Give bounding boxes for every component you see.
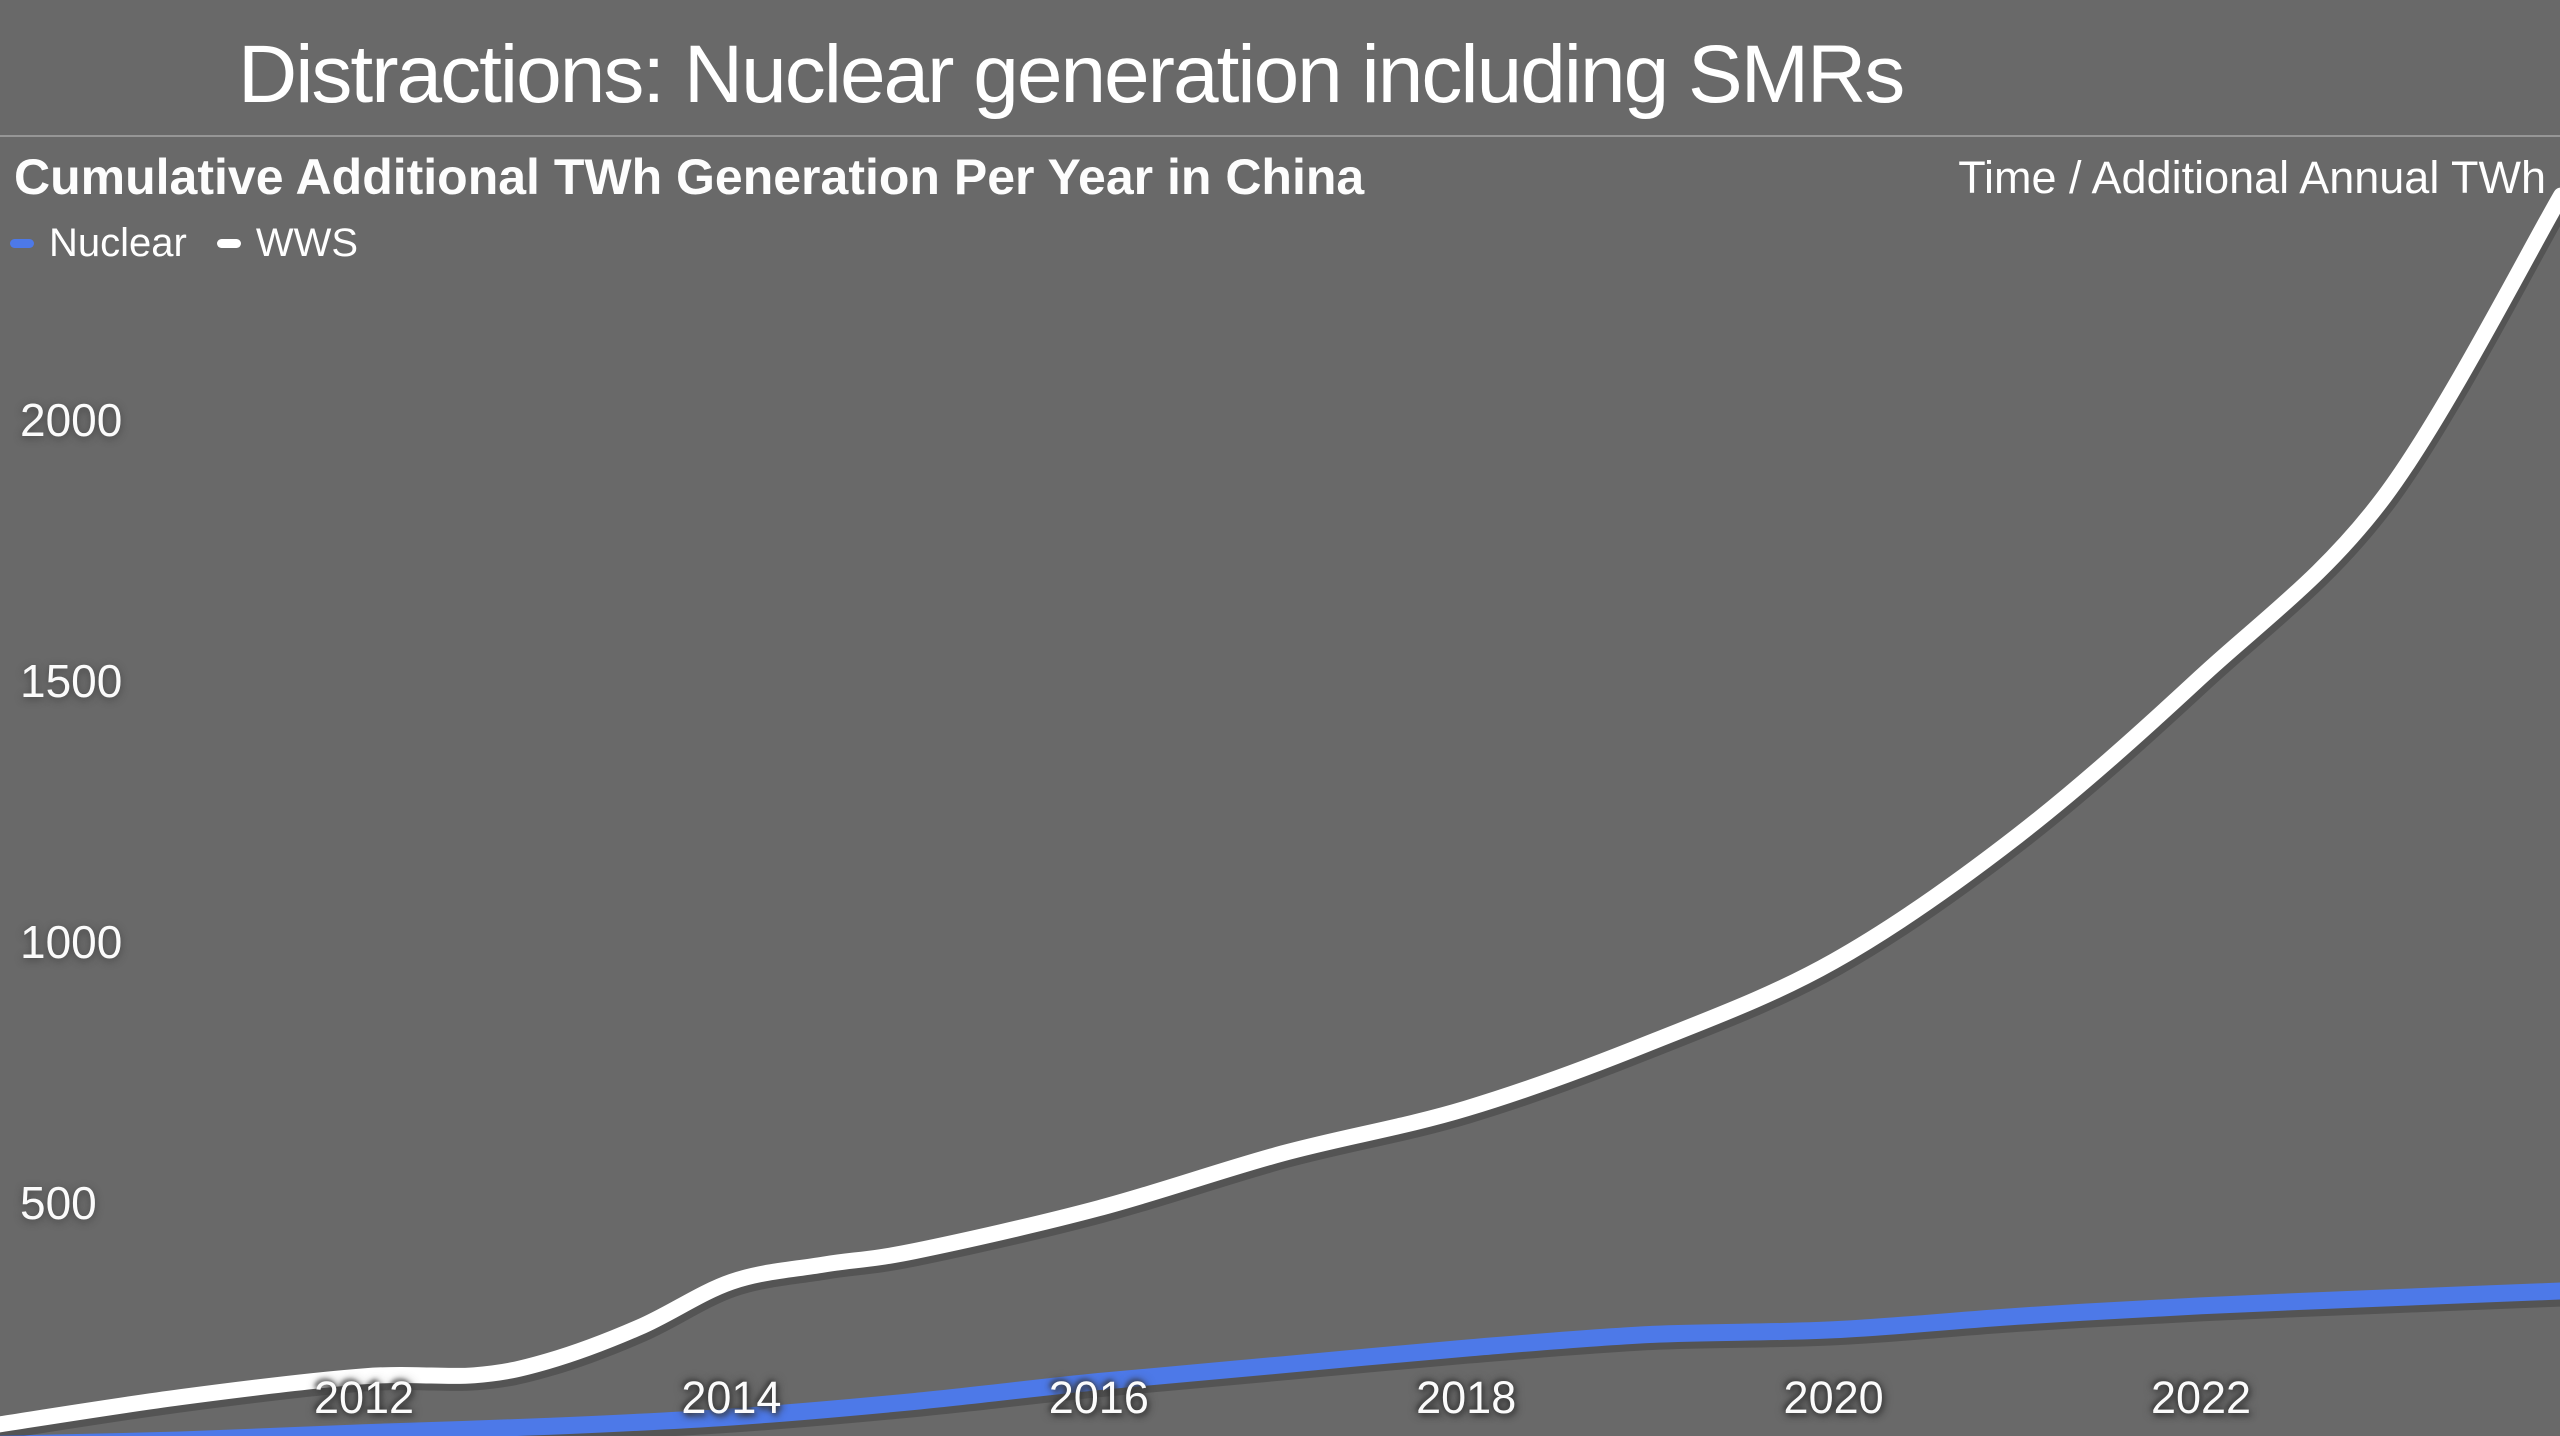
title-divider [0, 135, 2560, 137]
x-tick-label: 2012 [313, 1372, 415, 1423]
series-line-shadow-wws [0, 191, 2560, 1436]
chart-title: Cumulative Additional TWh Generation Per… [14, 149, 1365, 205]
series-line-nuclear [0, 1282, 2560, 1436]
page-title: Distractions: Nuclear generation includi… [238, 29, 1905, 120]
x-tick-label: 2022 [2150, 1372, 2252, 1423]
legend-item-wws: WWS [216, 221, 359, 266]
x-tick-label: 2014 [681, 1372, 782, 1423]
y-tick-label: 1500 [20, 655, 123, 707]
legend: Nuclear WWS [10, 221, 388, 266]
axis-note-label: Time / Additional Annual TWh [1958, 152, 2546, 203]
legend-dash-icon [10, 239, 34, 248]
x-tick-label: 2018 [1416, 1372, 1517, 1423]
y-tick-label: 500 [20, 1177, 97, 1229]
legend-label: WWS [255, 221, 359, 265]
series-line-wws [0, 187, 2560, 1433]
legend-dash-icon [216, 239, 241, 248]
y-tick-label: 2000 [20, 394, 123, 446]
legend-item-nuclear: Nuclear [10, 221, 187, 266]
legend-label: Nuclear [49, 221, 187, 265]
x-tick-label: 2016 [1048, 1372, 1149, 1423]
x-tick-label: 2020 [1783, 1372, 1884, 1423]
y-tick-label: 1000 [20, 916, 123, 968]
